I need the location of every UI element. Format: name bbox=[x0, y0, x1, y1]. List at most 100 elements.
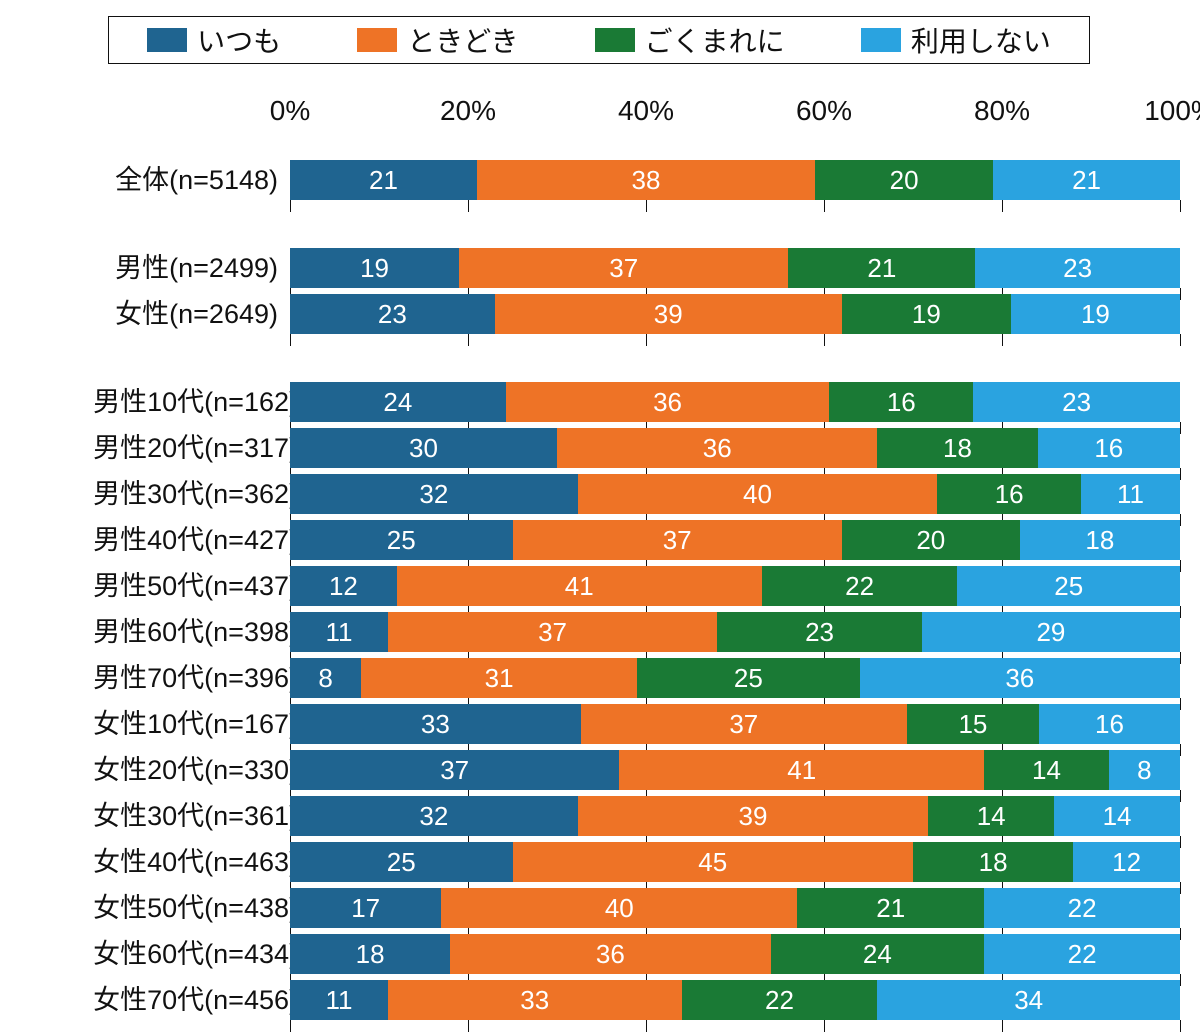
bar-segment: 16 bbox=[829, 382, 973, 422]
bar-segment: 21 bbox=[797, 888, 984, 928]
stacked-bar: 18362422 bbox=[290, 934, 1180, 974]
row-label: 男性30代(n=362) bbox=[93, 474, 298, 514]
legend-item: いつも bbox=[147, 20, 281, 60]
chart-row: 男性20代(n=317)30361816 bbox=[0, 428, 1200, 468]
axis-tick-mark bbox=[1180, 1020, 1181, 1032]
bar-segment: 40 bbox=[578, 474, 938, 514]
stacked-bar: 32401611 bbox=[290, 474, 1180, 514]
bar-segment: 24 bbox=[771, 934, 985, 974]
axis-tick-mark bbox=[290, 1020, 291, 1032]
axis-tick-mark bbox=[1002, 200, 1003, 212]
chart-row: 女性40代(n=463)25451812 bbox=[0, 842, 1200, 882]
stacked-bar: 12412225 bbox=[290, 566, 1180, 606]
stacked-bar: 25372018 bbox=[290, 520, 1180, 560]
axis-tick-mark bbox=[1180, 334, 1181, 346]
axis-tick-mark bbox=[646, 1020, 647, 1032]
bar-segment: 23 bbox=[975, 248, 1180, 288]
legend-label: いつも bbox=[197, 20, 281, 60]
stacked-bar: 33371516 bbox=[290, 704, 1180, 744]
bar-segment: 41 bbox=[619, 750, 984, 790]
bar-segment: 14 bbox=[928, 796, 1054, 836]
bar-segment: 38 bbox=[477, 160, 815, 200]
bar-segment: 25 bbox=[957, 566, 1180, 606]
bar-segment: 25 bbox=[290, 520, 513, 560]
bar-segment: 11 bbox=[290, 980, 388, 1020]
bar-segment: 20 bbox=[815, 160, 993, 200]
bar-segment: 40 bbox=[441, 888, 797, 928]
bar-segment: 21 bbox=[290, 160, 477, 200]
legend-item: ときどき bbox=[357, 20, 518, 60]
row-label: 女性60代(n=434) bbox=[93, 934, 298, 974]
row-label: 女性(n=2649) bbox=[115, 294, 278, 334]
stacked-bar: 21382021 bbox=[290, 160, 1180, 200]
axis-tick-label: 40% bbox=[618, 95, 674, 127]
bar-segment: 8 bbox=[290, 658, 361, 698]
bar-segment: 22 bbox=[984, 934, 1180, 974]
bar-segment: 19 bbox=[290, 248, 459, 288]
bar-segment: 14 bbox=[984, 750, 1109, 790]
stacked-bar: 17402122 bbox=[290, 888, 1180, 928]
chart-legend: いつもときどきごくまれに利用しない bbox=[108, 16, 1090, 64]
bar-segment: 16 bbox=[1039, 704, 1180, 744]
chart-row: 男性70代(n=396)8312536 bbox=[0, 658, 1200, 698]
bar-segment: 22 bbox=[682, 980, 878, 1020]
row-label: 男性(n=2499) bbox=[115, 248, 278, 288]
axis-tick-mark bbox=[646, 200, 647, 212]
bar-segment: 39 bbox=[495, 294, 842, 334]
legend-swatch bbox=[595, 28, 635, 52]
bar-segment: 22 bbox=[762, 566, 958, 606]
chart-row: 女性70代(n=456)11332234 bbox=[0, 980, 1200, 1020]
bar-segment: 20 bbox=[842, 520, 1020, 560]
chart-row: 女性10代(n=167)33371516 bbox=[0, 704, 1200, 744]
axis-tick-mark bbox=[468, 200, 469, 212]
axis-tick-label: 20% bbox=[440, 95, 496, 127]
bar-segment: 31 bbox=[361, 658, 637, 698]
bar-segment: 19 bbox=[842, 294, 1011, 334]
bar-segment: 15 bbox=[907, 704, 1039, 744]
bar-segment: 11 bbox=[1081, 474, 1180, 514]
axis-tick-mark bbox=[646, 334, 647, 346]
bar-segment: 45 bbox=[513, 842, 914, 882]
axis-tick-mark bbox=[824, 200, 825, 212]
chart-row: 男性30代(n=362)32401611 bbox=[0, 474, 1200, 514]
row-label: 男性20代(n=317) bbox=[93, 428, 298, 468]
axis-tick-mark bbox=[1002, 334, 1003, 346]
axis-tick-mark bbox=[824, 1020, 825, 1032]
row-label: 女性40代(n=463) bbox=[93, 842, 298, 882]
axis-tick-label: 60% bbox=[796, 95, 852, 127]
legend-swatch bbox=[861, 28, 901, 52]
axis-tick-mark bbox=[290, 200, 291, 212]
bar-segment: 8 bbox=[1109, 750, 1180, 790]
stacked-bar: 19372123 bbox=[290, 248, 1180, 288]
legend-label: ときどき bbox=[407, 20, 518, 60]
bar-segment: 37 bbox=[290, 750, 619, 790]
stacked-bar: 11332234 bbox=[290, 980, 1180, 1020]
axis-tick-mark bbox=[468, 1020, 469, 1032]
bar-segment: 29 bbox=[922, 612, 1180, 652]
bar-segment: 33 bbox=[388, 980, 682, 1020]
bar-segment: 24 bbox=[290, 382, 506, 422]
chart-row: 男性60代(n=398)11372329 bbox=[0, 612, 1200, 652]
chart-row: 女性20代(n=330)3741148 bbox=[0, 750, 1200, 790]
row-label: 男性10代(n=162) bbox=[93, 382, 298, 422]
bar-segment: 21 bbox=[788, 248, 975, 288]
legend-label: 利用しない bbox=[911, 20, 1051, 60]
bar-segment: 18 bbox=[877, 428, 1037, 468]
bar-segment: 39 bbox=[578, 796, 929, 836]
bar-segment: 18 bbox=[290, 934, 450, 974]
bar-segment: 32 bbox=[290, 796, 578, 836]
bar-segment: 23 bbox=[973, 382, 1180, 422]
legend-item: 利用しない bbox=[861, 20, 1051, 60]
row-label: 女性10代(n=167) bbox=[93, 704, 298, 744]
chart-row: 男性(n=2499) 19372123 bbox=[0, 248, 1200, 288]
axis-tick-mark bbox=[290, 334, 291, 346]
bar-segment: 33 bbox=[290, 704, 581, 744]
bar-segment: 22 bbox=[984, 888, 1180, 928]
bar-segment: 37 bbox=[513, 520, 842, 560]
stacked-bar-chart: いつもときどきごくまれに利用しない0%20%40%60%80%100%全体(n=… bbox=[0, 0, 1200, 989]
legend-swatch bbox=[147, 28, 187, 52]
stacked-bar: 24361623 bbox=[290, 382, 1180, 422]
row-label: 女性30代(n=361) bbox=[93, 796, 298, 836]
bar-segment: 23 bbox=[717, 612, 922, 652]
row-label: 男性40代(n=427) bbox=[93, 520, 298, 560]
